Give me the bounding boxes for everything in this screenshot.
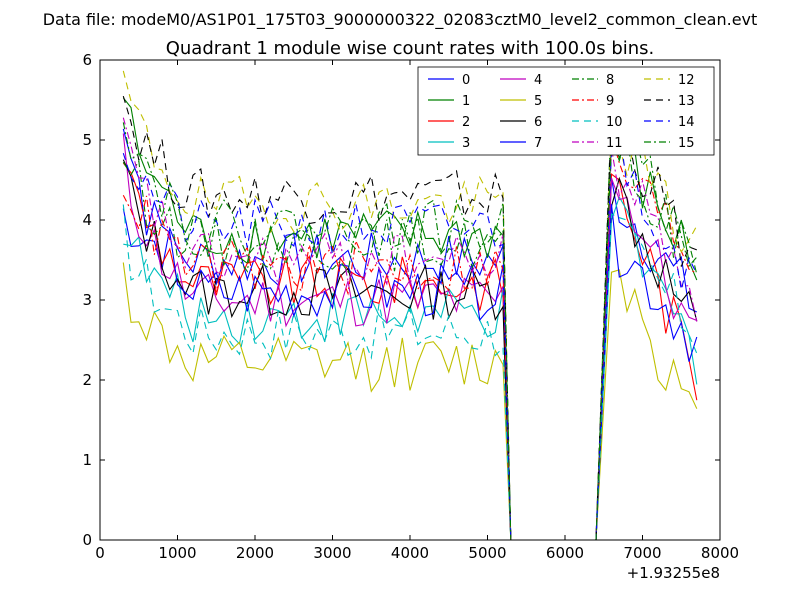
- legend-label-9: 9: [606, 94, 614, 109]
- legend-label-10: 10: [606, 115, 623, 130]
- legend-label-11: 11: [606, 136, 623, 151]
- x-tick-label: 7000: [623, 544, 661, 562]
- legend-label-4: 4: [534, 73, 542, 88]
- series-line-5: [122, 262, 698, 541]
- x-tick-label: 1000: [158, 544, 196, 562]
- x-tick-label: 3000: [313, 544, 351, 562]
- y-tick-label: 6: [82, 51, 92, 69]
- legend-box: [417, 66, 715, 156]
- y-tick-label: 1: [82, 451, 92, 469]
- series-line-12: [122, 70, 698, 541]
- y-tick-label: 4: [82, 211, 92, 229]
- legend-label-7: 7: [534, 136, 542, 151]
- legend-label-5: 5: [534, 94, 542, 109]
- series-line-4: [122, 133, 698, 541]
- series-line-8: [122, 106, 698, 541]
- legend-label-12: 12: [678, 73, 695, 88]
- y-tick-label: 5: [82, 131, 92, 149]
- series-line-7: [122, 128, 698, 541]
- legend-label-8: 8: [606, 73, 614, 88]
- x-offset-label: +1.93255e8: [627, 564, 720, 582]
- series-line-11: [122, 117, 698, 541]
- y-tick-label: 0: [82, 531, 92, 549]
- legend-label-3: 3: [462, 136, 470, 151]
- series-line-3: [123, 195, 698, 541]
- x-tick-label: 6000: [546, 544, 584, 562]
- y-tick-label: 2: [82, 371, 92, 389]
- x-tick-label: 2000: [236, 544, 274, 562]
- legend-label-0: 0: [462, 73, 470, 88]
- legend-label-14: 14: [678, 115, 695, 130]
- x-tick-label: 8000: [701, 544, 739, 562]
- x-tick-label: 5000: [468, 544, 506, 562]
- series-line-6: [122, 159, 698, 541]
- legend-label-1: 1: [462, 94, 470, 109]
- legend-label-13: 13: [678, 94, 695, 109]
- legend-label-15: 15: [678, 136, 695, 151]
- x-tick-label: 4000: [391, 544, 429, 562]
- legend-label-2: 2: [462, 115, 470, 130]
- series-line-2: [122, 162, 698, 541]
- y-tick-label: 3: [82, 291, 92, 309]
- chart-suptitle: Data file: modeM0/AS1P01_175T03_90000003…: [43, 10, 758, 30]
- legend-label-6: 6: [534, 115, 542, 130]
- x-tick-label: 0: [95, 544, 105, 562]
- series-line-13: [122, 95, 697, 541]
- series-line-10: [122, 204, 698, 541]
- chart-title: Quadrant 1 module wise count rates with …: [166, 38, 655, 59]
